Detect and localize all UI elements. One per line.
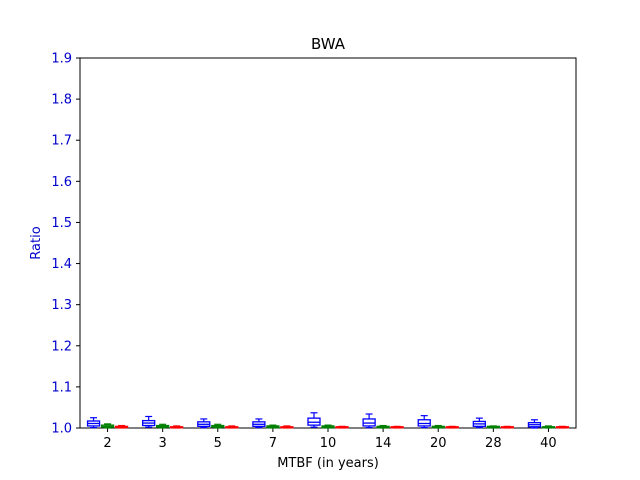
- y-tick-label: 1.4: [51, 257, 72, 272]
- x-axis-label: MTBF (in years): [277, 456, 379, 471]
- y-tick-label: 1.3: [51, 298, 72, 313]
- y-axis-label: Ratio: [29, 226, 44, 259]
- y-tick-label: 1.5: [51, 216, 72, 231]
- x-tick-label: 20: [430, 436, 447, 451]
- x-tick-label: 10: [320, 436, 337, 451]
- x-tick-label: 14: [375, 436, 392, 451]
- plot-area: 1.0 1.1 1.2 1.3 1.4 1.5 1.6 1.7 1.8 1.9 2 3 5 7 10 14 20…: [51, 52, 577, 451]
- chart-title: BWA: [311, 35, 346, 53]
- y-tick-label: 1.2: [51, 339, 72, 354]
- y-tick-label: 1.9: [51, 52, 72, 67]
- y-tick-label: 1.6: [51, 175, 72, 190]
- x-tick-label: 40: [540, 436, 557, 451]
- y-tick-label: 1.0: [51, 422, 72, 437]
- x-tick-label: 3: [159, 436, 167, 451]
- x-tick-label: 2: [103, 436, 111, 451]
- x-tick-label: 28: [485, 436, 502, 451]
- x-tick-label: 5: [214, 436, 222, 451]
- y-tick-label: 1.1: [51, 380, 72, 395]
- y-tick-label: 1.7: [51, 134, 72, 149]
- y-tick-label: 1.8: [51, 93, 72, 108]
- x-tick-label: 7: [269, 436, 277, 451]
